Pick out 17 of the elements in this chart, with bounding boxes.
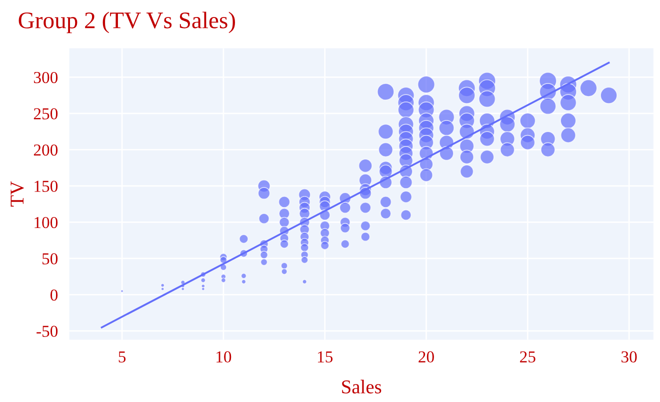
y-tick-label: 300 xyxy=(34,72,58,84)
x-tick-label: 10 xyxy=(216,351,232,363)
y-tick-label: 250 xyxy=(34,108,58,120)
y-tick-label: 200 xyxy=(34,144,58,156)
y-tick-label: 50 xyxy=(42,253,58,264)
y-tick-label: -50 xyxy=(36,326,58,337)
y-tick-label: 100 xyxy=(34,216,58,228)
x-tick-label: 5 xyxy=(118,351,126,363)
y-axis-title: TV xyxy=(10,181,24,207)
chart-title: Group 2 (TV Vs Sales) xyxy=(18,12,235,34)
x-tick-label: 25 xyxy=(520,351,536,363)
x-axis-title: Sales xyxy=(342,380,382,394)
y-tick-label: 0 xyxy=(50,289,58,301)
x-tick-label: 30 xyxy=(622,351,637,363)
x-tick-label: 20 xyxy=(418,351,434,363)
y-tick-label: 150 xyxy=(34,180,58,192)
x-tick-label: 15 xyxy=(318,351,333,363)
